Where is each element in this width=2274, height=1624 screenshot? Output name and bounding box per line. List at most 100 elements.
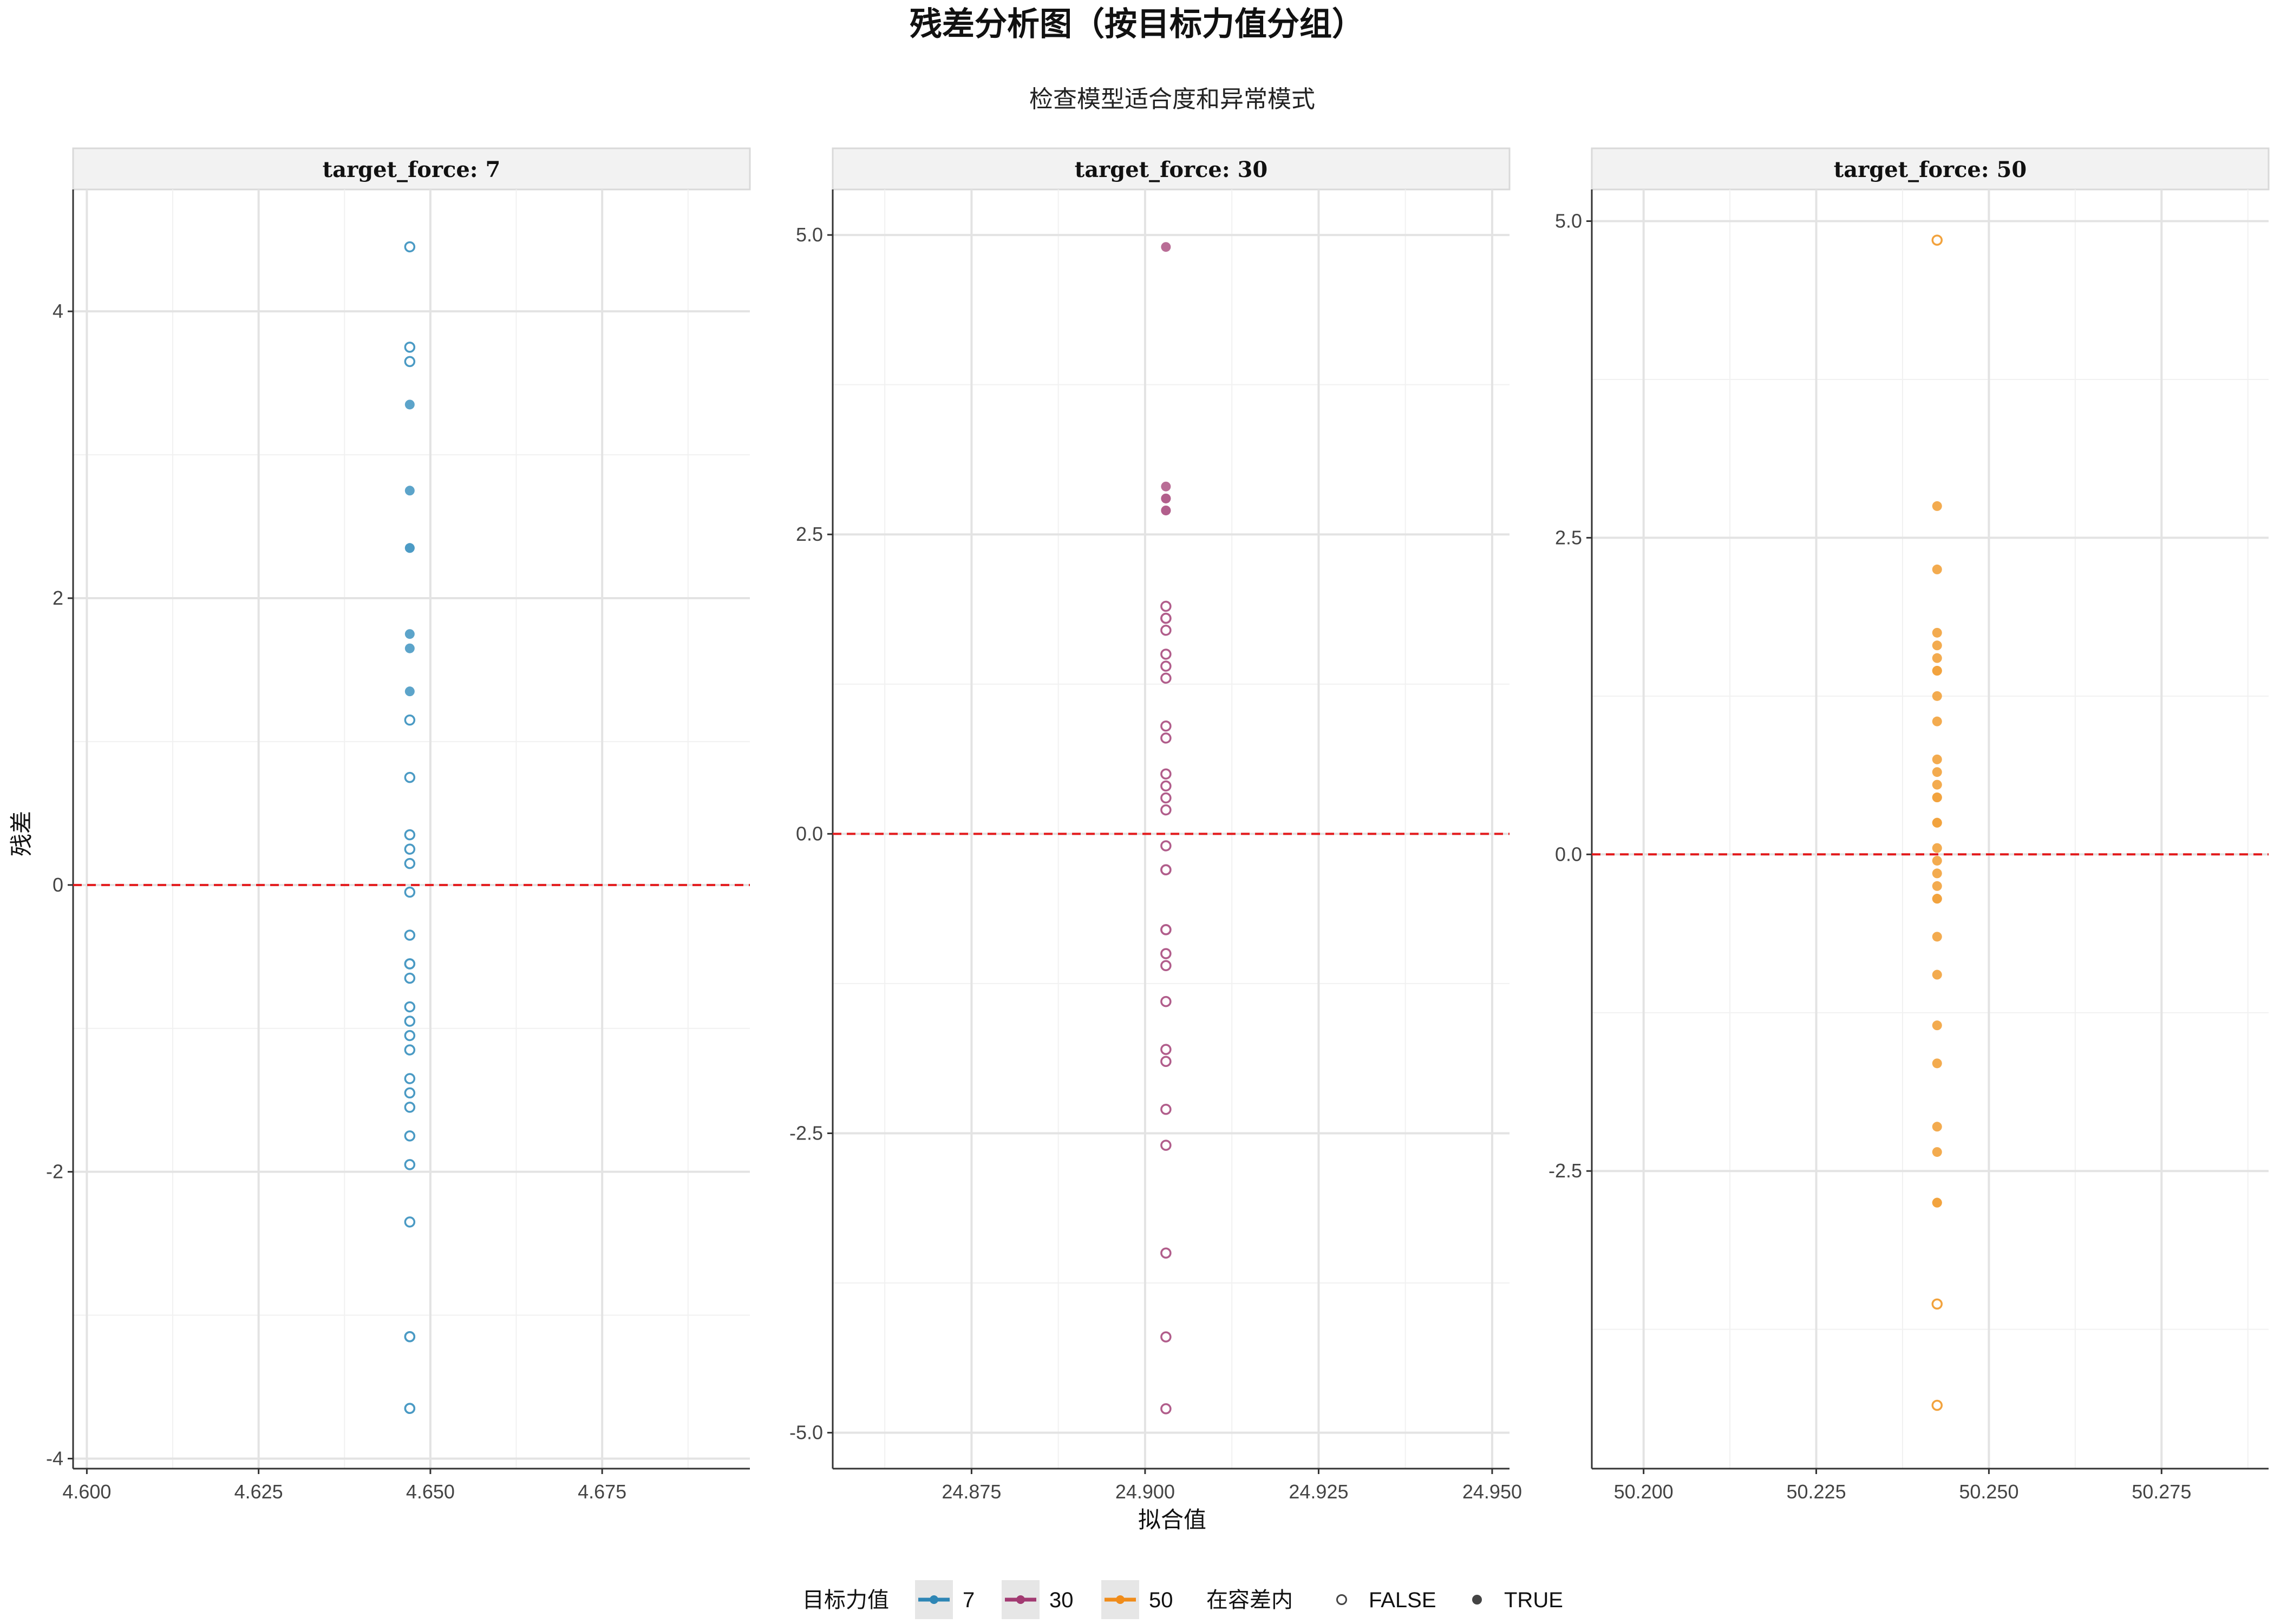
point-outside-tolerance: [1931, 1399, 1943, 1411]
point-outside-tolerance: [404, 1073, 416, 1084]
point-outside-tolerance: [1160, 780, 1172, 792]
point-outside-tolerance: [404, 972, 416, 984]
point-outside-tolerance: [1160, 924, 1172, 935]
point-outside-tolerance: [1160, 960, 1172, 971]
x-tick-label: 50.275: [2132, 1481, 2191, 1503]
legend-item-label: 7: [963, 1588, 975, 1612]
legend-key-point: [1016, 1595, 1025, 1604]
point-within-tolerance: [1932, 1197, 1942, 1208]
point-outside-tolerance: [1160, 1331, 1172, 1343]
y-tick-label: -5.0: [789, 1422, 823, 1444]
x-tick-label: 4.600: [62, 1481, 111, 1503]
point-within-tolerance: [404, 686, 415, 697]
point-within-tolerance: [1932, 894, 1942, 904]
point-outside-tolerance: [1160, 1247, 1172, 1259]
point-within-tolerance: [1932, 881, 1942, 891]
point-outside-tolerance: [1160, 1103, 1172, 1115]
x-tick-label: 4.650: [406, 1481, 455, 1503]
point-within-tolerance: [1932, 793, 1942, 803]
y-tick-label: 0: [53, 874, 63, 896]
legend-shape-key: [1336, 1594, 1347, 1605]
x-tick-label: 24.950: [1462, 1481, 1522, 1503]
point-outside-tolerance: [404, 1044, 416, 1056]
point-within-tolerance: [404, 643, 415, 653]
panel-3: target_force: 50 50.200 50.225 50.250 50.275…: [1548, 147, 2270, 1503]
point-within-tolerance: [1932, 855, 1942, 866]
x-tick-label: 50.200: [1614, 1481, 1674, 1503]
x-tick-label: 4.625: [234, 1481, 283, 1503]
point-within-tolerance: [404, 400, 415, 410]
point-within-tolerance: [1161, 505, 1171, 515]
point-outside-tolerance: [1160, 996, 1172, 1007]
point-outside-tolerance: [404, 1087, 416, 1099]
y-tick-label: -4: [46, 1447, 63, 1469]
point-outside-tolerance: [1160, 612, 1172, 624]
point-outside-tolerance: [404, 1016, 416, 1027]
legend-shape-label: FALSE: [1369, 1588, 1436, 1612]
x-tick-label: 24.925: [1289, 1481, 1348, 1503]
point-outside-tolerance: [1160, 720, 1172, 732]
y-tick-label: -2.5: [789, 1122, 823, 1144]
panel-2: target_force: 30 24.875 24.900 24.925 24.950…: [789, 147, 1522, 1503]
point-outside-tolerance: [404, 958, 416, 970]
point-outside-tolerance: [404, 843, 416, 855]
x-tick-label: 50.250: [1959, 1481, 2018, 1503]
point-within-tolerance: [1161, 481, 1171, 492]
point-outside-tolerance: [404, 929, 416, 941]
gridlines: [73, 189, 750, 1469]
point-within-tolerance: [1932, 970, 1942, 980]
y-tick-label: 0.0: [1555, 843, 1582, 865]
point-outside-tolerance: [404, 1403, 416, 1414]
series-points: [1931, 234, 1943, 1411]
point-outside-tolerance: [1160, 660, 1172, 672]
y-tick-label: 5.0: [1555, 209, 1582, 232]
point-within-tolerance: [1932, 627, 1942, 638]
point-outside-tolerance: [404, 1001, 416, 1013]
point-outside-tolerance: [1160, 732, 1172, 744]
y-tick-label: -2: [46, 1161, 63, 1183]
point-outside-tolerance: [404, 1030, 416, 1042]
point-outside-tolerance: [404, 356, 416, 368]
point-within-tolerance: [1932, 767, 1942, 777]
point-within-tolerance: [1932, 817, 1942, 828]
facet-strip: [1591, 147, 2270, 191]
y-tick-label: -2.5: [1548, 1160, 1582, 1182]
facet-strip-label: target_force: 30: [1075, 157, 1267, 182]
point-outside-tolerance: [1160, 768, 1172, 780]
legend-item-label: 50: [1149, 1588, 1173, 1612]
point-outside-tolerance: [404, 1130, 416, 1142]
point-outside-tolerance: [404, 1216, 416, 1228]
point-outside-tolerance: [404, 1331, 416, 1343]
point-outside-tolerance: [1160, 840, 1172, 852]
point-within-tolerance: [1932, 666, 1942, 676]
y-tick-label: 2.5: [796, 523, 823, 545]
legend-item-label: 30: [1049, 1588, 1074, 1612]
legend-key-point: [1116, 1595, 1125, 1604]
point-within-tolerance: [1932, 653, 1942, 663]
point-outside-tolerance: [1931, 1298, 1943, 1310]
point-within-tolerance: [1161, 242, 1171, 252]
y-axis-title: 残差: [8, 811, 35, 856]
point-outside-tolerance: [1160, 624, 1172, 636]
point-outside-tolerance: [404, 829, 416, 841]
point-outside-tolerance: [1931, 234, 1943, 246]
point-within-tolerance: [1932, 691, 1942, 701]
point-within-tolerance: [1932, 868, 1942, 879]
facet-strip: [72, 147, 751, 191]
y-tick-label: 2.5: [1555, 526, 1582, 548]
series-points: [404, 241, 416, 1414]
point-outside-tolerance: [404, 1159, 416, 1170]
point-outside-tolerance: [1160, 649, 1172, 660]
point-outside-tolerance: [404, 714, 416, 726]
facet-strip-label: target_force: 7: [323, 157, 501, 182]
facet-strip: [832, 147, 1511, 191]
point-outside-tolerance: [1160, 792, 1172, 804]
facet-panels: target_force: 7 4.600 4.625 4.650 4.675 -4 -2 0…: [46, 147, 2270, 1503]
legend-color-title: 目标力值: [802, 1588, 889, 1613]
point-outside-tolerance: [404, 1102, 416, 1113]
series-points: [1160, 242, 1172, 1415]
point-within-tolerance: [1932, 1020, 1942, 1031]
point-within-tolerance: [1932, 780, 1942, 790]
point-outside-tolerance: [404, 857, 416, 869]
